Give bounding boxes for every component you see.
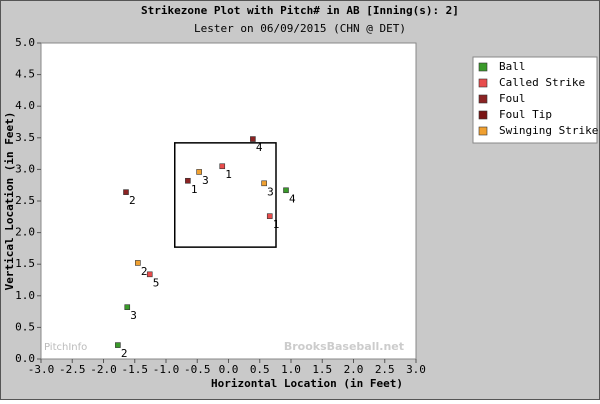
legend-label: Foul: [499, 92, 526, 105]
legend-swatch: [478, 126, 488, 136]
y-tick-label: 1.0: [15, 289, 35, 302]
y-tick-label: 5.0: [15, 36, 35, 49]
pitch-number: 1: [225, 168, 232, 181]
pitch-marker: [185, 177, 191, 184]
x-tick-label: 3.0: [406, 363, 426, 376]
pitch-marker: [146, 271, 153, 278]
pitch-number: 3: [130, 309, 137, 322]
legend-label: Foul Tip: [499, 108, 552, 121]
x-tick-label: -1.5: [122, 363, 149, 376]
y-tick-label: 0.0: [15, 352, 35, 365]
y-tick-label: 2.5: [15, 194, 35, 207]
pitch-marker: [219, 163, 226, 170]
pitch-marker: [283, 187, 289, 194]
pitch-number: 1: [191, 183, 198, 196]
legend-swatch: [478, 94, 488, 104]
x-tick-label: -2.5: [59, 363, 86, 376]
y-tick-label: 1.5: [15, 257, 35, 270]
strike-zone: [174, 142, 277, 248]
y-tick-label: 0.5: [15, 320, 35, 333]
x-axis-label: Horizontal Location (in Feet): [211, 377, 403, 390]
plot-area: [40, 42, 417, 360]
pitch-marker: [135, 260, 141, 266]
pitch-marker: [261, 180, 267, 187]
pitch-number: 4: [289, 192, 296, 205]
watermark: BrooksBaseball.net: [284, 340, 404, 353]
legend: [472, 56, 598, 144]
legend-swatch: [478, 110, 488, 120]
y-tick-label: 3.5: [15, 131, 35, 144]
x-tick-label: 2.5: [375, 363, 395, 376]
watermark: PitchInfo: [44, 342, 87, 353]
y-tick-label: 2.0: [15, 226, 35, 239]
x-tick-label: -0.5: [184, 363, 211, 376]
x-tick-label: -1.0: [153, 363, 180, 376]
pitch-number: 3: [202, 174, 209, 187]
pitch-number: 1: [273, 218, 280, 231]
x-tick-label: 1.5: [312, 363, 332, 376]
pitch-number: 3: [267, 185, 274, 198]
pitch-number: 2: [121, 347, 128, 360]
x-tick-label: -2.0: [90, 363, 117, 376]
x-tick-label: -3.0: [28, 363, 55, 376]
pitch-number: 2: [141, 265, 148, 278]
pitch-marker: [250, 136, 256, 142]
y-tick-label: 3.0: [15, 162, 35, 175]
legend-label: Swinging Strike: [499, 124, 598, 137]
pitch-number: 4: [256, 141, 263, 154]
legend-label: Called Strike: [499, 76, 585, 89]
pitch-number: 5: [153, 276, 160, 289]
pitch-marker: [123, 189, 129, 195]
chart-subtitle: Lester on 06/09/2015 (CHN @ DET): [194, 22, 406, 35]
x-tick-label: 2.0: [344, 363, 364, 376]
pitch-marker: [115, 342, 121, 348]
pitch-marker: [124, 304, 131, 310]
y-tick-label: 4.0: [15, 99, 35, 112]
pitch-marker: [266, 213, 273, 219]
y-axis-label: Vertical Location (in Feet): [3, 112, 16, 291]
x-tick-label: 1.0: [281, 363, 301, 376]
legend-swatch: [478, 62, 488, 72]
legend-swatch: [478, 78, 488, 88]
legend-label: Ball: [499, 60, 526, 73]
y-tick-label: 4.5: [15, 68, 35, 81]
pitch-number: 2: [129, 194, 136, 207]
x-tick-label: 0.0: [219, 363, 239, 376]
x-tick-label: 0.5: [250, 363, 270, 376]
pitch-marker: [196, 169, 202, 175]
chart-title: Strikezone Plot with Pitch# in AB [Innin…: [141, 4, 459, 17]
